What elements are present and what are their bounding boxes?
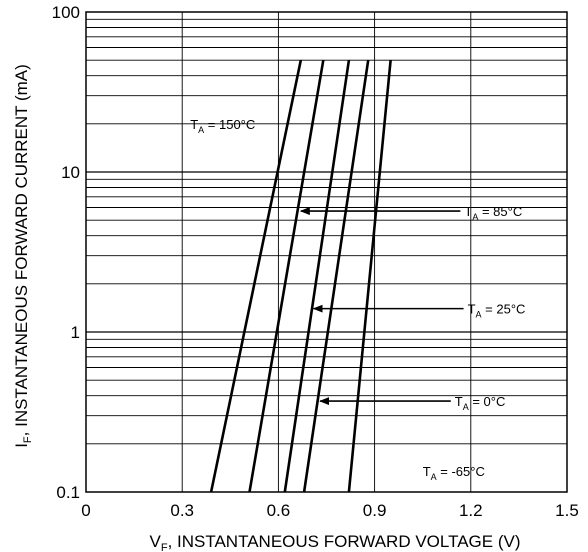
x-tick-label: 1.2 (459, 501, 483, 520)
series-line (302, 60, 370, 493)
annotation-label: TA = 0°C (455, 394, 506, 412)
y-axis-label-sub: F (22, 436, 34, 443)
series-line (347, 60, 392, 493)
y-axis-label-main: I (12, 443, 31, 448)
y-tick-label: 10 (61, 163, 80, 182)
annotation-label: TA = 25°C (468, 302, 526, 320)
annotation-label: TA = 85°C (464, 204, 522, 222)
tick-label-group: 0 0.3 0.6 0.9 1.2 1.5 0.1 1 10 100 (52, 3, 579, 520)
x-axis-label-main: V (149, 532, 161, 551)
series-line (248, 59, 325, 493)
annotation-label: TA = 150°C (190, 117, 255, 135)
series-line (283, 60, 351, 493)
x-tick-label: 0.9 (363, 501, 387, 520)
annotation-label: TA = -65°C (423, 464, 485, 482)
annotation-group: TA = 150°C TA = 85°C TA = 25°C TA = 0°C TA =… (190, 117, 525, 482)
x-tick-label: 0.3 (170, 501, 194, 520)
grid-lines (86, 12, 567, 492)
y-tick-label: 1 (71, 323, 80, 342)
x-axis-label: VF, INSTANTANEOUS FORWARD VOLTAGE (V) (149, 532, 520, 552)
series-line (209, 59, 303, 493)
y-tick-label: 0.1 (56, 483, 80, 502)
x-axis-label-sub: F (161, 542, 168, 552)
x-axis-label-rest: , INSTANTANEOUS FORWARD VOLTAGE (V) (168, 532, 521, 551)
y-axis-label: IF, INSTANTANEOUS FORWARD CURRENT (mA) (12, 64, 34, 448)
y-tick-label: 100 (52, 3, 80, 22)
y-axis-label-rest: , INSTANTANEOUS FORWARD CURRENT (mA) (12, 64, 31, 436)
x-tick-label: 1.5 (555, 501, 579, 520)
plot-frame (85, 11, 568, 493)
x-tick-label: 0 (81, 501, 90, 520)
series-group (209, 59, 392, 493)
x-tick-label: 0.6 (267, 501, 291, 520)
